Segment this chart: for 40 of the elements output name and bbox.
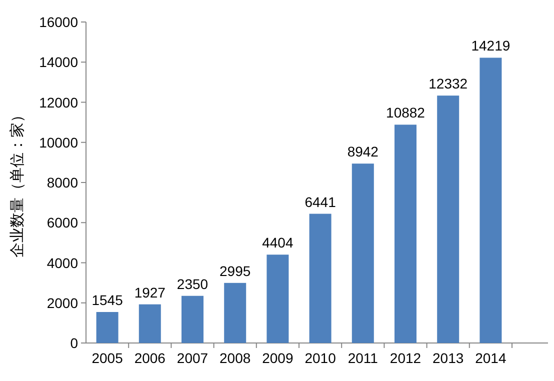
bar: [266, 254, 289, 343]
x-tick-label: 2012: [390, 350, 422, 366]
data-label: 4404: [262, 234, 294, 251]
data-label: 8942: [347, 144, 379, 160]
bar: [224, 282, 246, 343]
bar: [352, 164, 374, 343]
y-tick-label: 6000: [46, 214, 78, 231]
y-tick-label: 0: [70, 335, 78, 351]
data-label: 2350: [176, 276, 208, 292]
data-label: 10882: [386, 104, 426, 121]
x-tick-label: 2008: [220, 350, 251, 366]
bar: [138, 304, 161, 343]
data-label: 1927: [134, 284, 166, 300]
y-tick-label: 8000: [46, 174, 78, 190]
x-tick-label: 2013: [432, 350, 464, 366]
bar: [437, 96, 460, 343]
x-tick-label: 2007: [176, 350, 208, 366]
y-axis-title: 企业数量（单位：家）: [9, 108, 26, 258]
x-tick-label: 2005: [92, 350, 124, 366]
y-tick-label: 2000: [46, 294, 78, 311]
bar: [309, 214, 332, 343]
data-label: 6441: [304, 194, 336, 210]
x-tick-label: 2006: [134, 350, 166, 366]
y-tick-label: 12000: [39, 94, 78, 110]
y-tick-label: 16000: [39, 14, 78, 30]
data-label: 12332: [428, 76, 468, 92]
bar: [182, 296, 204, 343]
data-label: 1545: [92, 292, 124, 308]
x-tick-label: 2011: [348, 350, 378, 366]
data-label: 2995: [220, 262, 251, 279]
y-tick-label: 10000: [39, 134, 78, 150]
bar: [394, 124, 416, 343]
x-tick-label: 2014: [475, 350, 506, 366]
bar: [96, 312, 118, 343]
x-tick-label: 2010: [304, 350, 336, 366]
data-label: 14219: [471, 38, 510, 54]
y-tick-label: 4000: [46, 254, 78, 271]
x-tick-label: 2009: [262, 350, 294, 366]
bar: [480, 58, 502, 343]
y-tick-label: 14000: [39, 54, 78, 70]
